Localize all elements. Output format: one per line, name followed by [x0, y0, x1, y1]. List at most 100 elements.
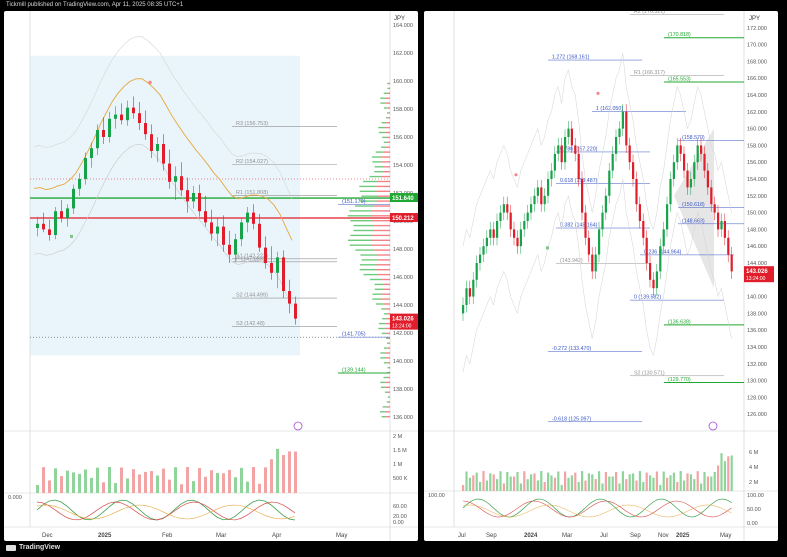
candle-body — [48, 229, 51, 235]
left-chart-panel[interactable]: JPY 164.000 162.000 160.000 158.000 156.000 15… — [4, 11, 418, 541]
level-label: S2 (144.499) — [236, 293, 268, 299]
volume-profile-bar — [388, 342, 390, 344]
volume-bar — [672, 472, 675, 491]
candle-body — [594, 254, 597, 272]
candle-body — [717, 212, 720, 230]
time-axis-label: May — [336, 533, 347, 539]
volume-bar — [703, 471, 706, 491]
volume-profile-bar — [384, 126, 390, 129]
candle-body — [78, 179, 81, 189]
volume-profile-bar — [387, 107, 390, 109]
volume-profile-bar — [383, 166, 390, 168]
volume-bar — [594, 479, 597, 491]
volume-profile-bar — [385, 146, 390, 148]
volume-profile-bar — [380, 97, 386, 99]
volume-profile-bar — [361, 195, 378, 197]
candle-body — [204, 211, 207, 223]
time-axis-label: Sep — [630, 533, 641, 539]
time-axis-label: 2025 — [676, 533, 690, 539]
volume-profile-bar — [387, 342, 389, 344]
volume-bar — [553, 477, 556, 491]
volume-bar — [615, 472, 618, 491]
volume-profile-bar — [376, 185, 390, 188]
volume-bar — [530, 474, 533, 491]
volume-bar — [108, 467, 111, 493]
volume-bar — [144, 471, 147, 493]
volume-profile-bar — [381, 332, 387, 335]
volume-bar — [655, 471, 658, 491]
volume-bar — [509, 476, 512, 491]
volume-profile-bar — [388, 117, 390, 119]
volume-bar — [523, 471, 526, 491]
volume-profile-bar — [387, 391, 390, 393]
candle-body — [553, 153, 556, 171]
volume-profile-bar — [386, 416, 390, 418]
volume-bar — [676, 481, 679, 491]
volume-bar — [543, 482, 546, 491]
candle-body — [723, 221, 726, 238]
candle-body — [652, 279, 655, 289]
volume-profile-bar — [373, 229, 390, 232]
candle-body — [632, 162, 635, 179]
volume-bar — [584, 480, 587, 491]
countdown-label: 13:24:00 — [392, 324, 412, 330]
volume-bar — [516, 471, 519, 491]
volume-profile-bar — [375, 151, 384, 153]
volume-bar — [669, 475, 672, 491]
envelope-lower-line — [462, 178, 732, 373]
candle-body — [635, 179, 638, 205]
volume-tick: 1 M — [393, 462, 403, 468]
y-tick-label: 156.000 — [393, 135, 413, 141]
right-chart-panel[interactable]: JPY 172.000 170.000 168.000 166.000 164.000 16… — [424, 11, 778, 541]
volume-bar — [282, 455, 285, 493]
volume-profile-bar — [387, 347, 390, 349]
volume-bar — [258, 483, 261, 493]
volume-profile-bar — [381, 146, 386, 148]
y-tick-label: 134.000 — [747, 345, 767, 351]
volume-bar — [652, 477, 655, 491]
currency-label: JPY — [749, 16, 760, 22]
volume-profile-bar — [372, 293, 383, 295]
y-tick-label: 138.000 — [393, 387, 413, 393]
volume-bar — [492, 474, 495, 491]
tradingview-brand[interactable]: TradingView — [6, 544, 60, 551]
candle-body — [604, 195, 607, 213]
candle-body — [519, 229, 522, 247]
volume-profile-bar — [387, 92, 390, 94]
candle-body — [720, 221, 723, 230]
candle-body — [713, 204, 716, 213]
volume-profile-bar — [371, 244, 390, 246]
candle-body — [102, 130, 105, 137]
candle-body — [60, 211, 63, 219]
volume-profile-bar — [388, 112, 390, 114]
volume-profile-bar — [385, 411, 390, 413]
candle-body — [475, 263, 478, 280]
y-tick-label: 172.000 — [747, 26, 767, 32]
candle-body — [679, 145, 682, 154]
oscillator-line — [462, 500, 732, 518]
oscillator-tick: 100.00 — [428, 493, 445, 499]
volume-profile-bar — [382, 136, 387, 139]
price-tag-label: 150.212 — [392, 216, 414, 222]
volume-profile-bar — [350, 234, 373, 237]
volume-bar — [662, 471, 665, 491]
candle-body — [645, 237, 648, 263]
level-label: -0.272 (133.470) — [552, 346, 591, 352]
volume-profile-bar — [380, 278, 390, 281]
volume-bar — [36, 485, 39, 493]
candle-body — [180, 176, 183, 191]
volume-bar — [547, 472, 550, 491]
volume-bar — [126, 478, 129, 493]
candle-body — [581, 179, 584, 213]
volume-bar — [489, 473, 492, 491]
volume-profile-bar — [385, 322, 390, 325]
volume-profile-bar — [376, 264, 390, 266]
candle-body — [536, 187, 539, 196]
level-label: 0.236 (144.964) — [644, 249, 682, 255]
volume-bar — [608, 476, 611, 491]
level-label: R2 (154.027) — [236, 159, 268, 165]
volume-bar — [485, 480, 488, 491]
candle-body — [618, 128, 621, 137]
candle-body — [659, 246, 662, 272]
